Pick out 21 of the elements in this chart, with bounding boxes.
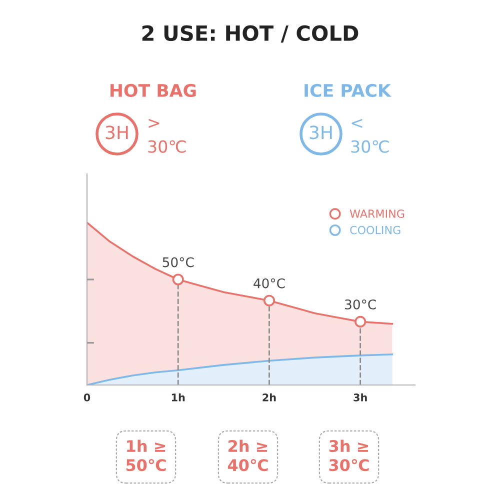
data-label: 50°C: [162, 257, 194, 268]
data-label: 30°C: [345, 299, 376, 310]
x-tick-label: 2h: [262, 393, 276, 402]
data-label: 40°C: [254, 278, 285, 288]
x-tick-label: 3h: [354, 393, 367, 402]
text: ICE PACK: [304, 84, 392, 98]
text: 3H: [106, 126, 128, 140]
text: <: [352, 118, 362, 128]
text: HOT BAG: [110, 84, 196, 98]
x-tick-label: 0: [84, 394, 90, 402]
text: 30℃: [351, 140, 389, 153]
text: 3H: [310, 126, 332, 140]
text: 30℃: [148, 140, 186, 153]
legend-label: WARMING: [350, 210, 404, 218]
text: 3h ≥ 30℃: [329, 440, 369, 472]
legend-label: COOLING: [350, 226, 400, 234]
chart-title: 2 USE: HOT / COLD: [142, 25, 358, 43]
text: >: [148, 118, 160, 128]
text: 2h ≥ 40℃: [228, 440, 268, 472]
text: 1h ≥ 50℃: [126, 440, 166, 472]
x-tick-label: 1h: [172, 393, 185, 402]
